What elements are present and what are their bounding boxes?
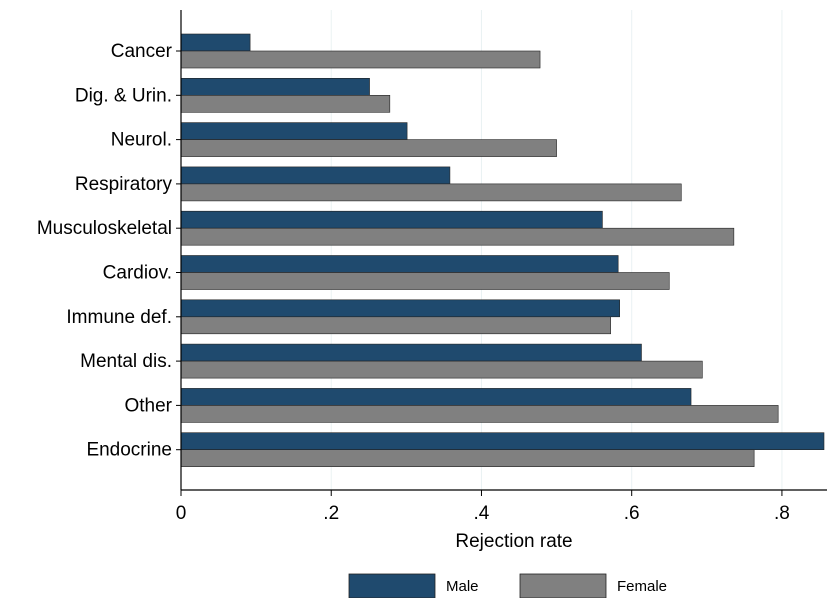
bar-male-5 bbox=[180, 255, 619, 273]
category-label: Other bbox=[124, 395, 172, 416]
x-tick-label: .8 bbox=[774, 503, 790, 524]
bar-male-6 bbox=[180, 299, 620, 318]
legend-label-male: Male bbox=[446, 578, 479, 595]
x-tick-label: 0 bbox=[176, 503, 187, 524]
bar-male-2 bbox=[180, 122, 408, 140]
bar-female-2 bbox=[180, 139, 557, 157]
bars bbox=[180, 33, 825, 468]
category-labels: Cancer Dig. & Urin. Neurol. Respiratory Musc… bbox=[37, 41, 173, 461]
bar-female-6 bbox=[180, 316, 611, 335]
bar-female-1 bbox=[180, 95, 391, 113]
legend-swatch-female bbox=[519, 573, 607, 598]
x-axis-title: Rejection rate bbox=[455, 531, 572, 552]
bar-female-9 bbox=[180, 449, 755, 468]
axes bbox=[176, 10, 827, 496]
category-label: Immune def. bbox=[66, 307, 172, 328]
x-tick-label: .6 bbox=[624, 503, 640, 524]
bar-male-3 bbox=[180, 166, 451, 185]
category-label: Cardiov. bbox=[103, 263, 172, 284]
legend: Male Female bbox=[348, 573, 667, 598]
bar-female-8 bbox=[180, 405, 779, 423]
bar-male-0 bbox=[180, 33, 251, 52]
category-label: Musculoskeletal bbox=[37, 218, 172, 239]
bar-male-9 bbox=[180, 432, 825, 451]
bar-male-4 bbox=[180, 210, 603, 229]
bar-female-7 bbox=[180, 360, 703, 379]
legend-label-female: Female bbox=[617, 578, 667, 595]
legend-swatch-male bbox=[348, 573, 436, 598]
bar-female-5 bbox=[180, 272, 670, 290]
bar-male-7 bbox=[180, 343, 642, 362]
tick-labels: 0 .2 .4 .6 .8 bbox=[176, 503, 790, 524]
bar-male-1 bbox=[180, 78, 370, 96]
x-tick-label: .2 bbox=[323, 503, 339, 524]
bar-female-0 bbox=[180, 50, 541, 69]
category-label: Cancer bbox=[111, 41, 173, 62]
category-label: Dig. & Urin. bbox=[75, 85, 172, 106]
category-label: Neurol. bbox=[111, 130, 172, 151]
category-label: Respiratory bbox=[75, 174, 173, 195]
category-label: Mental dis. bbox=[80, 351, 172, 372]
bar-male-8 bbox=[180, 388, 692, 406]
bar-female-3 bbox=[180, 183, 682, 202]
category-label: Endocrine bbox=[86, 440, 172, 461]
x-tick-label: .4 bbox=[474, 503, 490, 524]
bar-female-4 bbox=[180, 227, 735, 246]
